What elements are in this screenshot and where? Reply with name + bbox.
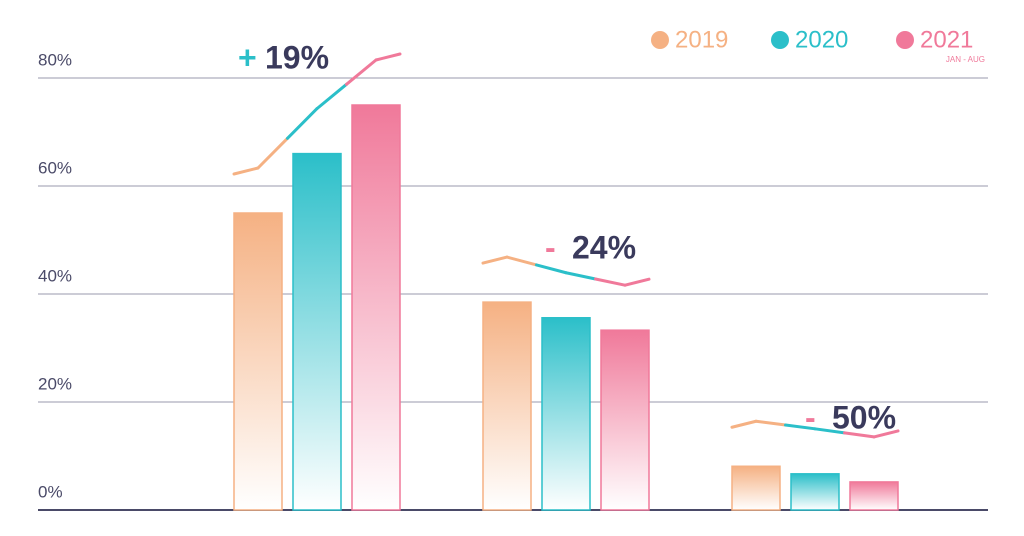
- bar: [541, 317, 591, 511]
- trend-line: [345, 58, 378, 86]
- y-tick-label: 40%: [38, 266, 72, 285]
- bar: [600, 329, 650, 511]
- bar: [351, 104, 401, 511]
- annotation: 50%: [832, 399, 896, 435]
- trend-line: [481, 255, 509, 265]
- trend-line: [286, 107, 319, 140]
- bar: [233, 212, 283, 511]
- y-tick-label: 20%: [38, 374, 72, 393]
- y-tick-label: 60%: [38, 158, 72, 177]
- trend-line: [374, 52, 402, 62]
- annotation: 24%: [572, 229, 636, 265]
- trend-line: [564, 271, 597, 281]
- legend-swatch: [651, 31, 669, 49]
- trend-line: [232, 166, 260, 176]
- trend-line: [813, 427, 846, 435]
- trend-line: [754, 419, 787, 427]
- trend-line: [843, 431, 876, 439]
- trend-line: [256, 136, 289, 170]
- bar: [482, 301, 532, 511]
- y-tick-label: 80%: [38, 50, 72, 69]
- annotation-sign: -: [805, 399, 816, 435]
- trend-line: [730, 419, 758, 429]
- bar: [849, 481, 899, 511]
- bar: [731, 465, 781, 511]
- annotation-sign: -: [545, 229, 556, 265]
- trend-line: [505, 255, 538, 267]
- legend-label: 2020: [795, 26, 848, 53]
- trend-line: [594, 277, 627, 287]
- annotation: 19%: [265, 39, 329, 75]
- trend-line: [535, 263, 568, 275]
- legend-swatch: [896, 31, 914, 49]
- legend-note: JAN - AUG: [946, 55, 985, 64]
- legend-label: 2021: [920, 26, 973, 53]
- trend-line: [784, 423, 817, 431]
- legend-label: 2019: [675, 26, 728, 53]
- trend-line: [623, 277, 651, 287]
- legend-swatch: [771, 31, 789, 49]
- bar: [292, 152, 342, 511]
- bar: [790, 473, 840, 511]
- y-tick-label: 0%: [38, 482, 63, 501]
- trend-line: [872, 429, 900, 439]
- annotation-sign: +: [238, 39, 257, 75]
- trend-line: [315, 82, 348, 111]
